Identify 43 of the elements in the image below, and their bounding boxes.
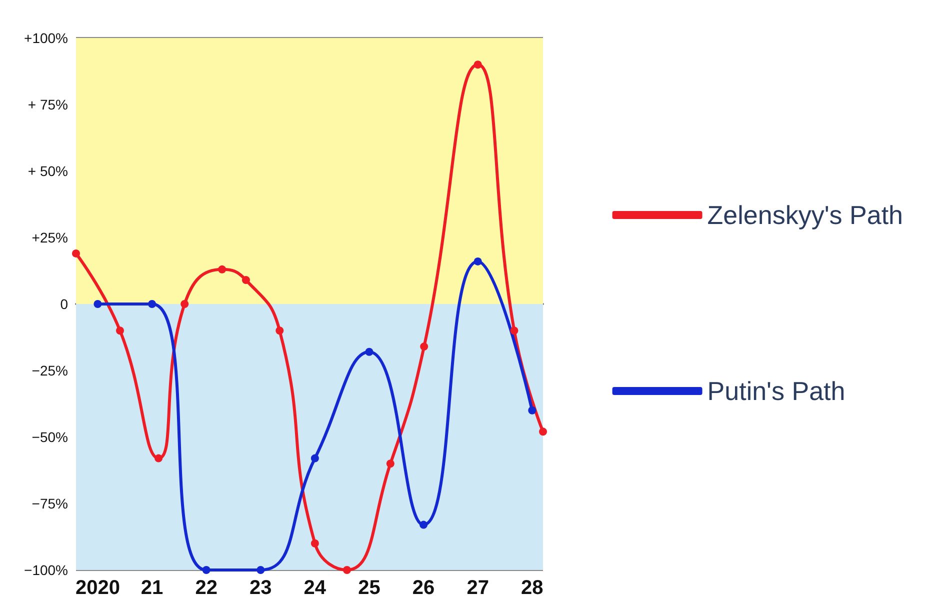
point: [474, 257, 482, 266]
point: [342, 566, 351, 574]
y-tick-label: +25%: [32, 230, 68, 246]
point: [386, 460, 394, 468]
y-tick-label: + 75%: [28, 96, 68, 112]
x-tick-label: 23: [250, 577, 272, 599]
point: [94, 300, 102, 308]
x-tick-label: 22: [195, 577, 218, 599]
point: [242, 276, 250, 284]
point: [180, 300, 189, 308]
x-tick-label: 28: [521, 577, 544, 599]
x-tick-label: 21: [140, 577, 164, 599]
x-tick-label: 24: [304, 577, 327, 599]
point: [148, 300, 156, 308]
point: [154, 454, 163, 462]
y-tick-label: +100%: [24, 30, 68, 46]
point: [116, 326, 124, 335]
point: [72, 249, 80, 258]
y-tick-label: 0: [60, 296, 68, 312]
y-tick-label: + 50%: [28, 163, 68, 179]
point: [256, 566, 265, 574]
point: [420, 342, 428, 351]
point: [474, 60, 482, 69]
legend-label: Putin's Path: [707, 376, 846, 406]
y-tick-label: −50%: [32, 429, 68, 445]
point: [539, 428, 547, 436]
x-tick-label: 25: [358, 577, 380, 599]
legend-label: Zelenskyy's Path: [707, 200, 904, 230]
point: [276, 326, 284, 335]
point: [365, 348, 374, 356]
point: [218, 265, 226, 274]
point: [202, 566, 210, 574]
y-tick-label: −25%: [32, 362, 68, 378]
x-tick-label: 2020: [75, 577, 120, 599]
point: [310, 539, 319, 548]
point: [528, 406, 536, 414]
point: [510, 326, 518, 335]
y-tick-label: −100%: [24, 562, 68, 578]
point: [420, 520, 428, 529]
point: [310, 454, 319, 462]
x-tick-label: 27: [466, 577, 489, 599]
y-tick-label: −75%: [32, 496, 68, 512]
x-tick-label: 26: [412, 577, 435, 599]
